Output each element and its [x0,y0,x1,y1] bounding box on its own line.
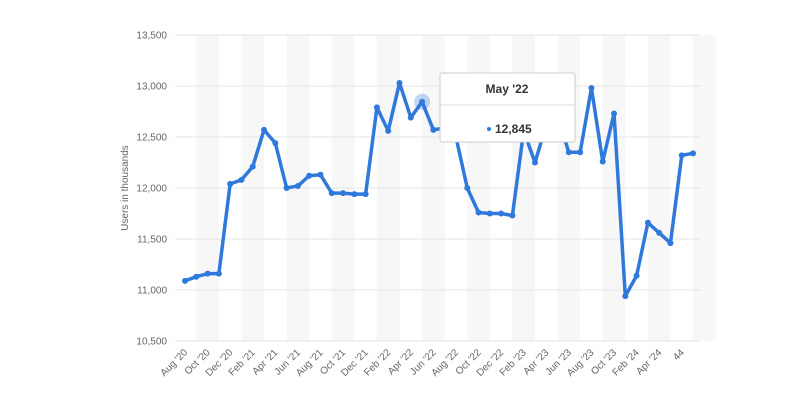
point [588,85,595,92]
y-tick-label: 13,500 [136,31,167,42]
point [215,270,222,277]
point [373,104,380,111]
point [182,277,188,284]
point [430,126,437,133]
point [340,190,347,197]
point [565,149,572,156]
point [622,293,629,300]
y-tick-label: 12,500 [136,133,167,144]
point [656,229,663,236]
point [396,79,403,86]
point [509,212,516,219]
point [294,182,301,189]
point [475,209,482,216]
point [611,110,618,117]
y-tick-label: 13,000 [136,82,167,93]
tooltip-dot [487,127,491,131]
point [599,158,606,165]
point [238,176,245,183]
tooltip-box [439,72,576,143]
point [690,150,697,157]
background-band [693,35,716,341]
tooltip-title: May '22 [486,82,529,96]
point [317,171,324,178]
y-tick-label: 11,500 [137,235,167,246]
point [328,190,335,197]
point [486,210,493,217]
point [464,185,471,191]
tooltip-value: 12,845 [495,122,532,136]
point [633,272,640,279]
point [351,191,358,198]
y-tick-label: 10,500 [136,337,167,348]
point [227,180,234,187]
point [193,273,200,280]
point [204,270,211,277]
point [283,185,290,191]
point [498,210,505,217]
y-tick-label: 11,000 [137,286,167,297]
point [419,98,426,105]
point [306,172,313,179]
point [678,152,685,159]
point [362,191,369,198]
point [667,240,674,247]
point [531,159,538,166]
point [577,149,584,156]
line [184,81,694,298]
point [261,126,268,133]
y-axis-label: Users in thousands [120,145,131,231]
point [407,114,414,121]
point [249,163,256,170]
y-tick-label: 12,000 [136,184,167,195]
point [644,219,651,226]
tooltip: May '22 12,845 [439,72,576,143]
point [385,127,392,134]
point [272,140,279,147]
